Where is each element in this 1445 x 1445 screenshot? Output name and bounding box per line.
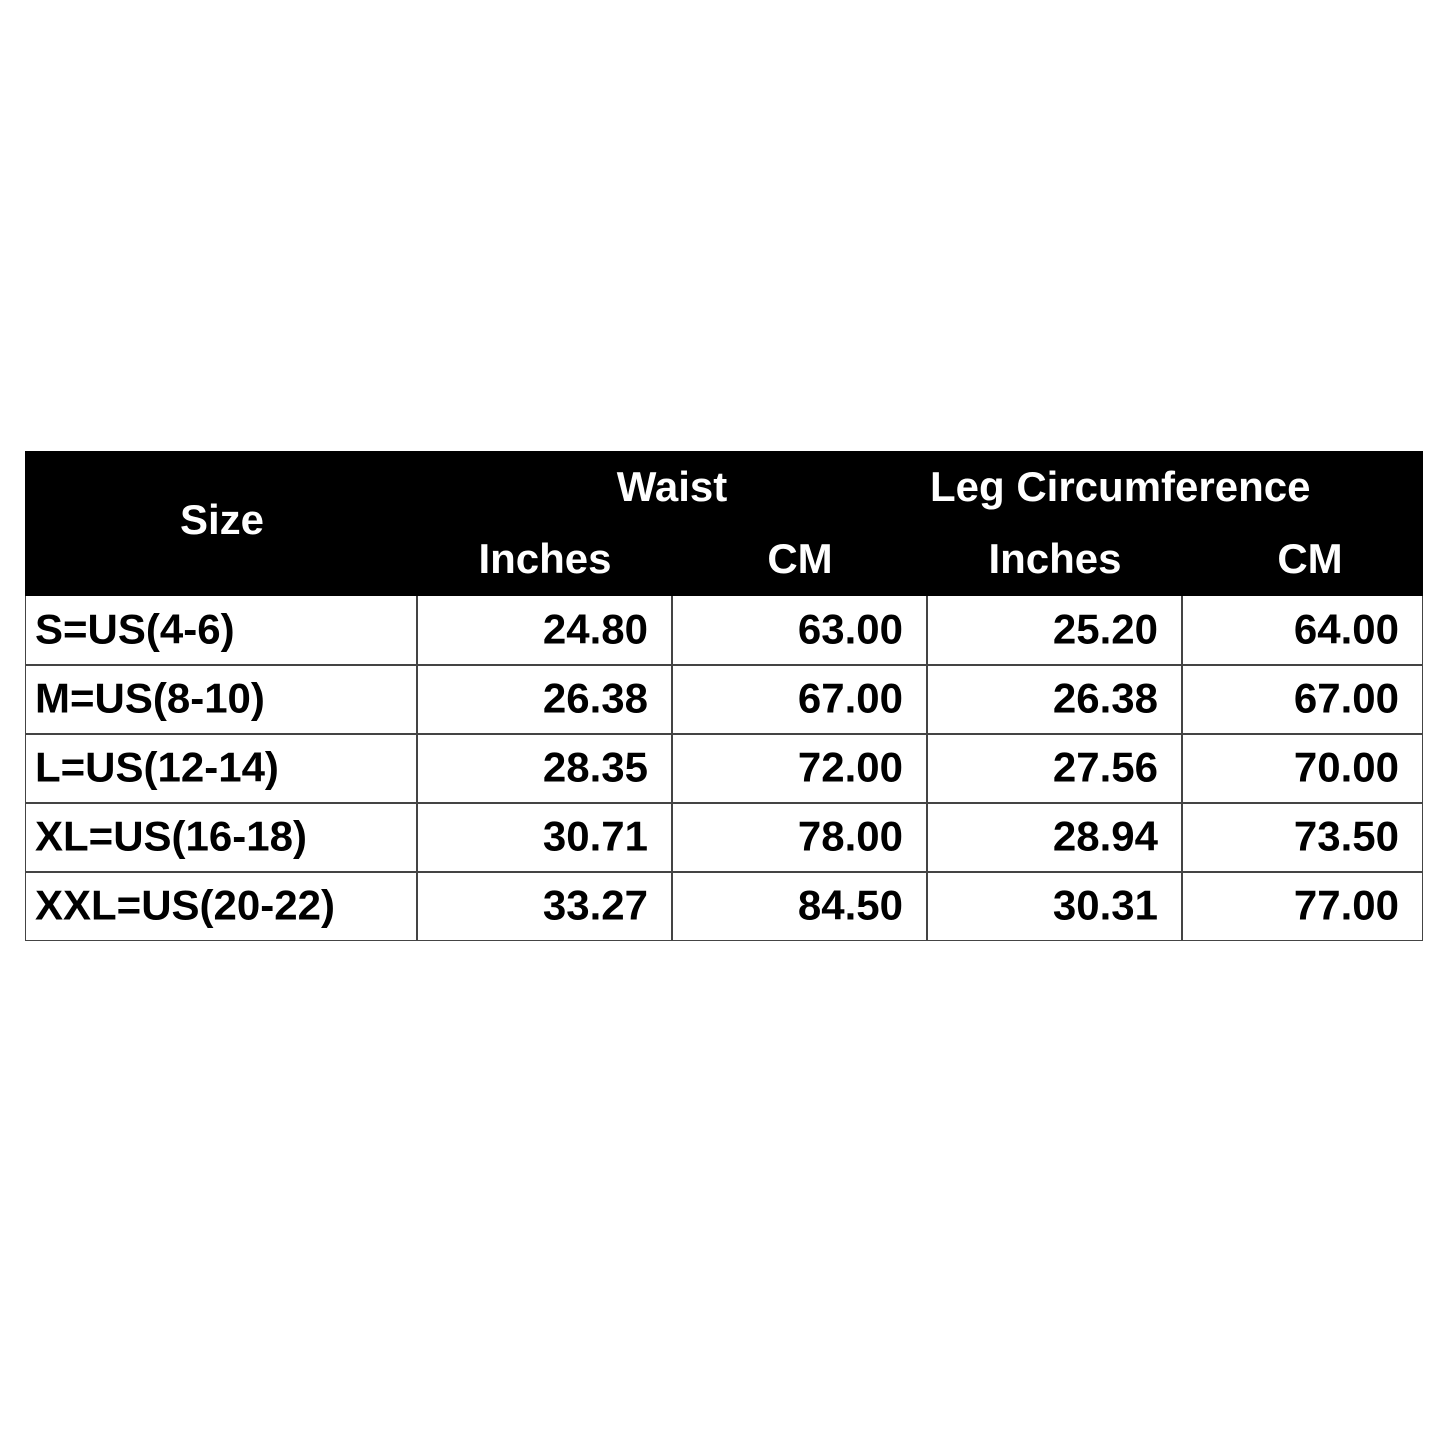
- cell-value: 67.00: [1294, 675, 1399, 722]
- cell-value: 84.50: [798, 882, 903, 929]
- unit-header: Inches: [478, 535, 611, 582]
- cell-value: 64.00: [1294, 606, 1399, 653]
- cell-value: 26.38: [543, 675, 648, 722]
- cell-value: 27.56: [1053, 744, 1158, 791]
- table-body: S=US(4-6) 24.80 63.00 25.20 64.00 M=US(8-10) 2…: [25, 596, 1423, 941]
- cell-value: 70.00: [1294, 744, 1399, 791]
- cell-value: 25.20: [1053, 606, 1158, 653]
- cell-value: 73.50: [1294, 813, 1399, 860]
- cell-value: 77.00: [1294, 882, 1399, 929]
- size-label: S=US(4-6): [35, 606, 235, 653]
- group-header: Waist: [617, 463, 727, 510]
- cell-value: 28.35: [543, 744, 648, 791]
- cell-value: 30.31: [1053, 882, 1158, 929]
- unit-header: CM: [1277, 535, 1342, 582]
- cell-value: 30.71: [543, 813, 648, 860]
- unit-header: Inches: [988, 535, 1121, 582]
- cell-value: 78.00: [798, 813, 903, 860]
- size-label: XL=US(16-18): [35, 813, 307, 860]
- group-header: Leg Circumference: [930, 463, 1310, 510]
- size-label: L=US(12-14): [35, 744, 279, 791]
- table: Size Waist Leg Circumference Inches CM I…: [25, 451, 1423, 941]
- size-label: XXL=US(20-22): [35, 882, 335, 929]
- cell-value: 28.94: [1053, 813, 1159, 860]
- cell-value: 24.80: [543, 606, 648, 653]
- cell-value: 67.00: [798, 675, 903, 722]
- cell-value: 33.27: [543, 882, 648, 929]
- unit-header: CM: [767, 535, 832, 582]
- cell-value: 63.00: [798, 606, 903, 653]
- size-label: M=US(8-10): [35, 675, 265, 722]
- cell-value: 72.00: [798, 744, 903, 791]
- header-background: [25, 451, 1423, 596]
- size-header: Size: [180, 496, 264, 543]
- cell-value: 26.38: [1053, 675, 1158, 722]
